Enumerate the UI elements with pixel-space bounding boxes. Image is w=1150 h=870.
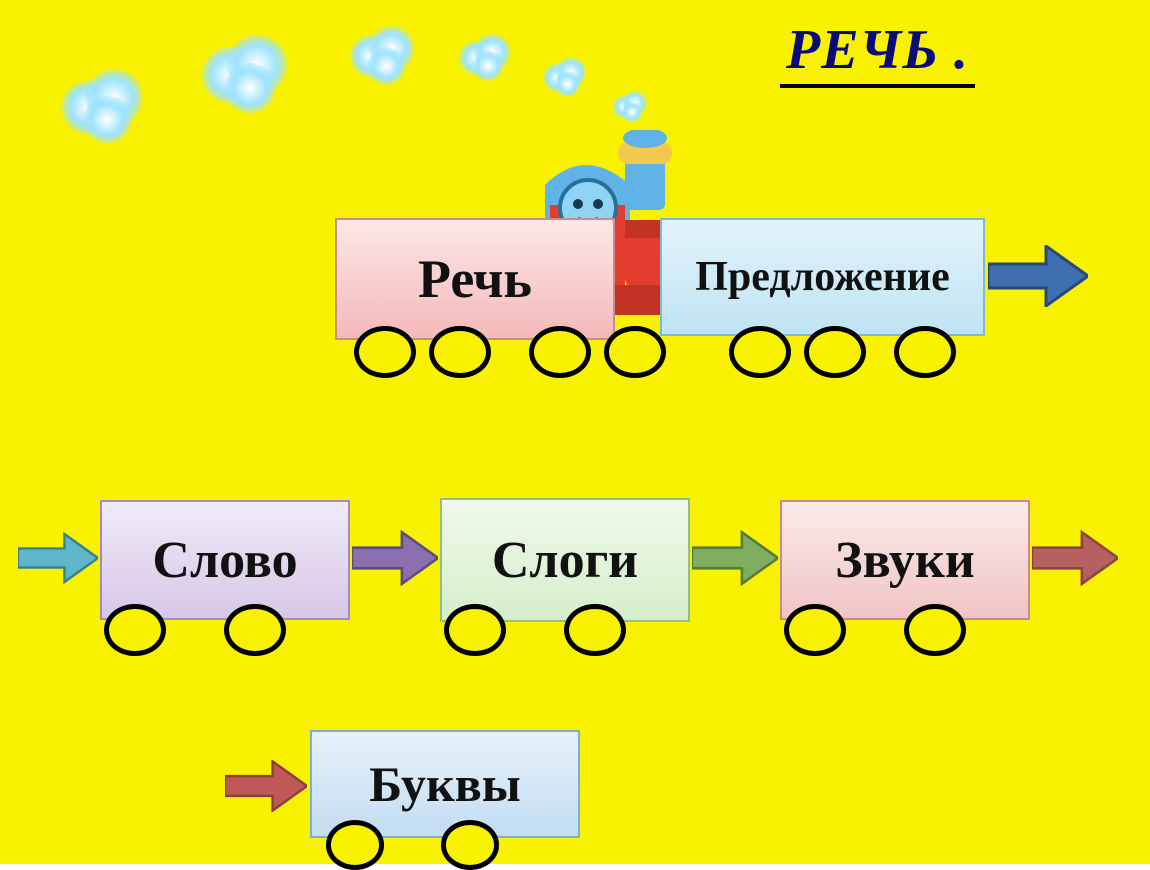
wheel-8 xyxy=(224,604,286,657)
page-title: РЕЧЬ . xyxy=(780,18,975,88)
cloud-puff-1 xyxy=(195,20,295,120)
wheel-2 xyxy=(529,326,591,379)
arrow-0 xyxy=(988,245,1088,307)
cloud-puff-2 xyxy=(345,15,420,90)
box-letters-label: Буквы xyxy=(369,755,521,813)
wheel-4 xyxy=(729,326,791,379)
wheel-1 xyxy=(429,326,491,379)
arrow-3 xyxy=(692,530,778,586)
cloud-puff-3 xyxy=(455,25,515,85)
box-word: Слово xyxy=(100,500,350,620)
wheel-11 xyxy=(784,604,846,657)
cloud-puff-0 xyxy=(55,55,150,150)
box-sounds: Звуки xyxy=(780,500,1030,620)
wheel-13 xyxy=(326,820,384,869)
cloud-puff-4 xyxy=(540,50,590,100)
wheel-9 xyxy=(444,604,506,657)
wheel-0 xyxy=(354,326,416,379)
box-sounds-label: Звуки xyxy=(835,531,975,590)
arrow-4 xyxy=(1032,530,1118,586)
wheel-10 xyxy=(564,604,626,657)
wheel-6 xyxy=(894,326,956,379)
wheel-12 xyxy=(904,604,966,657)
arrow-5 xyxy=(225,760,307,812)
arrow-2 xyxy=(352,530,438,586)
box-sentence-label: Предложение xyxy=(695,253,949,301)
box-sentence: Предложение xyxy=(660,218,985,336)
wheel-7 xyxy=(104,604,166,657)
arrow-1 xyxy=(18,530,98,586)
cloud-puff-5 xyxy=(610,85,650,125)
box-speech-label: Речь xyxy=(418,248,532,310)
wheel-3 xyxy=(604,326,666,379)
box-word-label: Слово xyxy=(152,531,297,590)
wheel-5 xyxy=(804,326,866,379)
box-syllables-label: Слоги xyxy=(492,531,638,590)
wheel-14 xyxy=(441,820,499,869)
box-speech: Речь xyxy=(335,218,615,340)
